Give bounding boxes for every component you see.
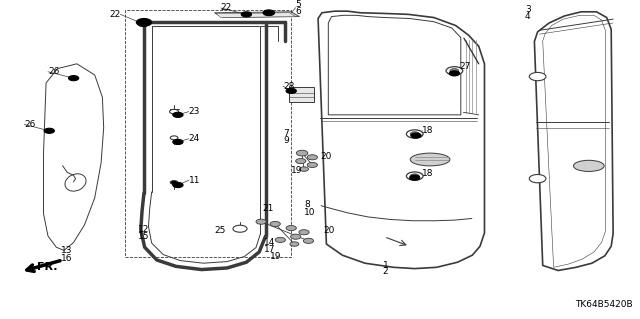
Circle shape (449, 71, 460, 76)
Circle shape (291, 234, 301, 239)
Circle shape (138, 21, 148, 26)
Ellipse shape (573, 160, 604, 172)
Circle shape (411, 133, 421, 138)
Text: 6: 6 (296, 7, 301, 16)
Circle shape (529, 174, 546, 183)
Text: 19: 19 (270, 252, 282, 261)
Circle shape (406, 172, 423, 180)
Circle shape (410, 175, 420, 180)
Text: 28: 28 (283, 82, 294, 91)
Circle shape (173, 112, 183, 117)
Text: 17: 17 (264, 245, 276, 254)
Circle shape (270, 221, 280, 226)
Text: FR.: FR. (37, 262, 58, 272)
Polygon shape (214, 12, 300, 18)
Text: 8: 8 (304, 200, 310, 209)
Text: 21: 21 (262, 204, 274, 213)
Ellipse shape (410, 153, 450, 166)
Text: 20: 20 (323, 226, 335, 235)
Bar (289, 87, 314, 102)
Text: 26: 26 (48, 67, 60, 76)
Text: 22: 22 (221, 4, 232, 12)
Circle shape (173, 139, 183, 145)
Text: 10: 10 (304, 208, 316, 217)
Text: 1: 1 (383, 261, 388, 270)
Circle shape (529, 72, 546, 81)
Text: 27: 27 (460, 63, 471, 71)
Bar (125, 10, 291, 257)
Text: 15: 15 (138, 232, 149, 241)
Text: 25: 25 (214, 226, 226, 235)
Text: 2: 2 (383, 267, 388, 276)
Circle shape (307, 155, 317, 160)
Text: 26: 26 (24, 120, 36, 129)
Circle shape (286, 226, 296, 231)
Text: 4: 4 (525, 12, 531, 21)
Text: 13: 13 (61, 246, 72, 255)
Text: 7: 7 (283, 130, 289, 138)
Text: 16: 16 (61, 254, 72, 263)
Text: 9: 9 (283, 137, 289, 145)
Text: 24: 24 (189, 134, 200, 143)
Circle shape (450, 69, 459, 73)
Text: 5: 5 (296, 0, 301, 9)
Circle shape (136, 19, 152, 26)
Circle shape (170, 136, 178, 140)
Circle shape (170, 181, 178, 184)
Circle shape (406, 130, 423, 138)
Circle shape (241, 12, 252, 17)
Circle shape (410, 132, 419, 136)
Circle shape (173, 182, 183, 188)
Circle shape (286, 88, 296, 93)
Circle shape (68, 76, 79, 81)
Text: 18: 18 (422, 169, 434, 178)
Circle shape (300, 167, 308, 171)
Text: 18: 18 (422, 126, 434, 135)
Text: 11: 11 (189, 176, 200, 185)
Circle shape (275, 237, 285, 242)
Circle shape (410, 174, 419, 178)
Text: 19: 19 (291, 166, 303, 175)
Text: 22: 22 (109, 10, 120, 19)
Polygon shape (216, 13, 296, 18)
Circle shape (256, 219, 266, 224)
Circle shape (446, 67, 463, 75)
Circle shape (303, 238, 314, 243)
Text: TK64B5420B: TK64B5420B (575, 300, 632, 309)
Text: 20: 20 (320, 152, 332, 161)
Circle shape (296, 150, 308, 156)
Circle shape (307, 162, 317, 167)
Text: 3: 3 (525, 5, 531, 14)
Circle shape (299, 230, 309, 235)
Text: 23: 23 (189, 107, 200, 116)
Text: 12: 12 (138, 225, 149, 234)
Circle shape (44, 128, 54, 133)
Circle shape (233, 225, 247, 232)
Text: 14: 14 (264, 238, 276, 247)
Circle shape (290, 242, 299, 246)
Circle shape (296, 159, 306, 164)
Circle shape (170, 109, 179, 114)
Circle shape (263, 10, 275, 16)
